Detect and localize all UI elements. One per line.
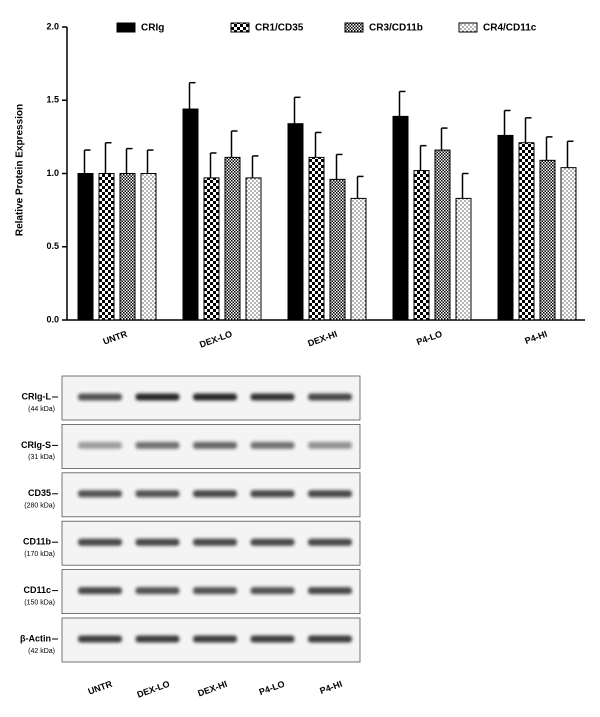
- blot-lane-label: P4-HI: [318, 679, 343, 696]
- blot-band: [250, 441, 295, 449]
- x-tick-label: UNTR: [102, 329, 129, 347]
- x-tick-label: P4-LO: [415, 329, 443, 347]
- blot-band: [193, 393, 237, 401]
- legend-swatch: [230, 22, 250, 33]
- bar: [350, 197, 367, 321]
- blot-band: [308, 587, 352, 595]
- x-tick-label: DEX-HI: [306, 329, 338, 349]
- blot-lane-label: P4-LO: [258, 679, 286, 697]
- blot-row-label: CRIg-L: [22, 391, 52, 401]
- bar: [413, 170, 430, 321]
- blot-row-kda: (42 kDa): [28, 648, 55, 655]
- blot-band: [250, 393, 295, 401]
- bar: [203, 177, 220, 321]
- blot-band: [135, 635, 180, 643]
- blot-band: [193, 490, 237, 498]
- blot-band: [250, 635, 295, 643]
- blot-band: [250, 538, 295, 546]
- legend-swatch: [116, 22, 136, 33]
- blot-band: [78, 490, 122, 498]
- blot-row-label: CRIg-S: [21, 440, 51, 450]
- legend-swatch: [458, 22, 478, 33]
- bar: [539, 159, 556, 321]
- bar: [560, 167, 577, 321]
- bar: [497, 134, 514, 321]
- blot-lane-label: DEX-LO: [136, 679, 171, 700]
- blot-row-kda: (170 kDa): [24, 551, 55, 558]
- blot-band: [308, 393, 352, 401]
- blot-row-kda: (280 kDa): [24, 503, 55, 510]
- x-tick-label: P4-HI: [523, 329, 548, 346]
- blot-lane-label: UNTR: [87, 679, 114, 697]
- legend-label: CR4/CD11c: [483, 23, 537, 34]
- bar: [434, 149, 451, 321]
- blot-band: [308, 538, 352, 546]
- y-tick-label: 1.0: [46, 168, 59, 178]
- blot-row-kda: (31 kDa): [28, 454, 55, 461]
- blot-band: [135, 393, 180, 401]
- y-tick-label: 0.0: [46, 314, 59, 324]
- legend-label: CR1/CD35: [255, 23, 304, 34]
- bar: [287, 123, 304, 321]
- blot-band: [193, 587, 237, 595]
- blot-row-kda: (44 kDa): [28, 406, 55, 413]
- legend-label: CRIg: [141, 23, 164, 34]
- legend-label: CR3/CD11b: [369, 23, 423, 34]
- blot-band: [78, 393, 122, 401]
- bar: [455, 197, 472, 321]
- legend-swatch: [344, 22, 364, 33]
- bar: [518, 142, 535, 321]
- blot-band: [250, 490, 295, 498]
- bar: [308, 156, 325, 321]
- blot-band: [308, 441, 352, 449]
- y-tick-label: 0.5: [46, 241, 59, 251]
- bar: [329, 178, 346, 321]
- bar: [119, 173, 136, 321]
- blot-band: [78, 587, 122, 595]
- x-tick-label: DEX-LO: [198, 329, 233, 350]
- y-tick-label: 1.5: [46, 95, 59, 105]
- blot-band: [78, 538, 122, 546]
- bar: [98, 173, 115, 321]
- blot-band: [78, 441, 122, 449]
- bar: [245, 177, 262, 321]
- blot-row-label: CD11c: [23, 585, 51, 595]
- blot-band: [135, 538, 180, 546]
- bar: [140, 173, 157, 321]
- bar: [392, 115, 409, 321]
- blot-band: [135, 490, 180, 498]
- blot-band: [135, 441, 180, 449]
- blot-band: [308, 490, 352, 498]
- y-axis-label: Relative Protein Expression: [15, 104, 26, 236]
- blot-band: [193, 538, 237, 546]
- blot-row-kda: (150 kDa): [24, 599, 55, 606]
- blot-band: [78, 635, 122, 643]
- blot-row-label: CD35: [28, 488, 51, 498]
- bar: [77, 173, 94, 321]
- blot-row-label: CD11b: [23, 537, 52, 547]
- bar: [182, 108, 199, 321]
- blot-row-label: β-Actin: [20, 633, 51, 643]
- blot-band: [308, 635, 352, 643]
- blot-band: [193, 441, 237, 449]
- blot-band: [250, 587, 295, 595]
- blot-band: [193, 635, 237, 643]
- blot-lane-label: DEX-HI: [196, 679, 228, 699]
- blot-band: [135, 587, 180, 595]
- bar: [224, 156, 241, 321]
- y-tick-label: 2.0: [46, 21, 59, 31]
